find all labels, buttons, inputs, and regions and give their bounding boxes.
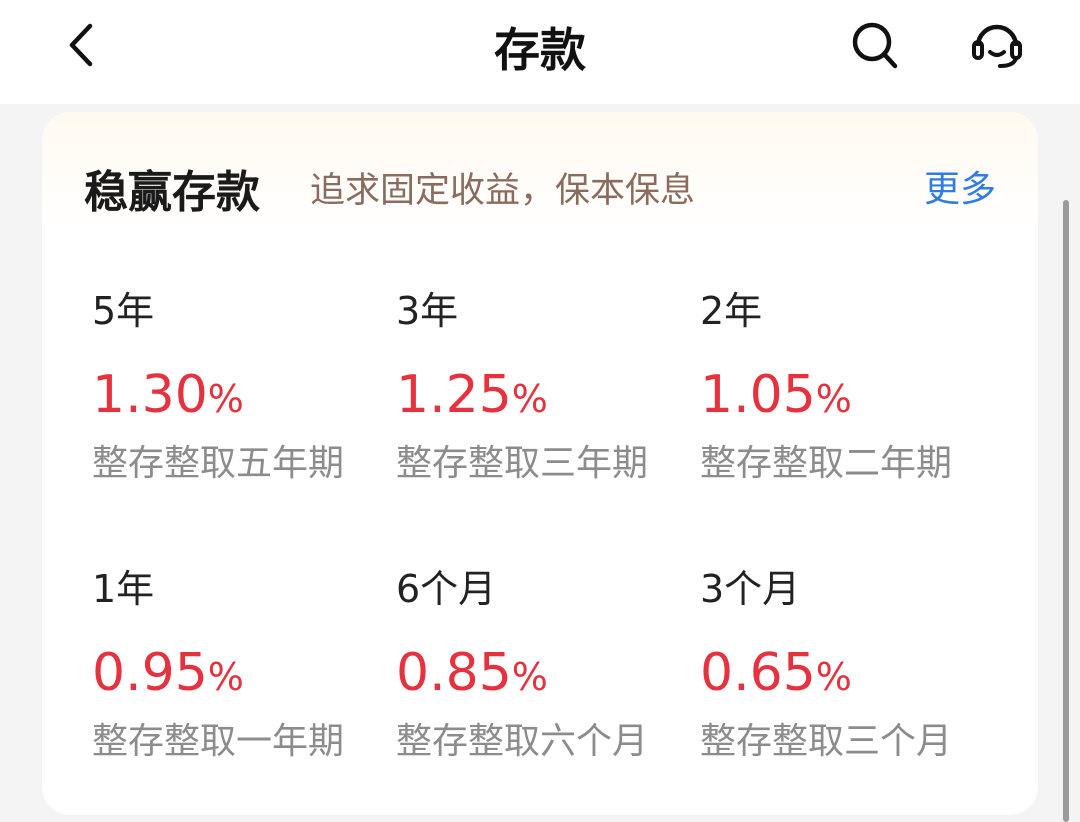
product-description: 整存整取三个月 [700, 721, 953, 762]
term-label: 6个月 [396, 567, 497, 611]
rate-value: 0.95 [92, 643, 208, 703]
interest-rate: 0.95% [92, 642, 392, 704]
page-title: 存款 [494, 23, 586, 77]
search-icon[interactable] [850, 20, 900, 70]
deposit-product-item[interactable]: 3个月 0.65% 整存整取三个月 [700, 558, 1000, 764]
back-icon[interactable] [62, 20, 102, 70]
steady-deposit-card: 稳赢存款 追求固定收益，保本保息 更多 5年 1.30% 整存整取五年期 3年 1… [42, 112, 1038, 815]
term-label: 3个月 [700, 567, 801, 611]
rate-unit: % [511, 655, 548, 699]
term-label: 3年 [396, 289, 459, 333]
rate-value: 0.85 [396, 643, 512, 703]
interest-rate: 0.65% [700, 642, 1000, 704]
rate-value: 0.65 [700, 643, 816, 703]
deposit-product-item[interactable]: 1年 0.95% 整存整取一年期 [92, 558, 392, 764]
card-subtitle: 追求固定收益，保本保息 [310, 171, 696, 211]
interest-rate: 1.25% [396, 364, 696, 426]
deposit-product-item[interactable]: 2年 1.05% 整存整取二年期 [700, 280, 1000, 486]
deposit-product-item[interactable]: 3年 1.25% 整存整取三年期 [396, 280, 696, 486]
rate-unit: % [207, 655, 244, 699]
interest-rate: 1.05% [700, 364, 1000, 426]
rate-unit: % [207, 377, 244, 421]
rate-value: 1.30 [92, 365, 208, 425]
card-title: 稳赢存款 [84, 167, 260, 218]
term-label: 1年 [92, 567, 155, 611]
more-link[interactable]: 更多 [923, 169, 996, 210]
deposit-product-item[interactable]: 5年 1.30% 整存整取五年期 [92, 280, 392, 486]
term-label: 5年 [92, 289, 155, 333]
product-description: 整存整取三年期 [396, 443, 649, 484]
rate-unit: % [815, 377, 852, 421]
rate-value: 1.25 [396, 365, 512, 425]
customer-service-icon[interactable] [970, 18, 1024, 72]
product-description: 整存整取一年期 [92, 721, 345, 762]
rate-value: 1.05 [700, 365, 816, 425]
term-label: 2年 [700, 289, 763, 333]
scrollbar[interactable] [1063, 200, 1069, 822]
deposit-product-item[interactable]: 6个月 0.85% 整存整取六个月 [396, 558, 696, 764]
interest-rate: 0.85% [396, 642, 696, 704]
product-description: 整存整取二年期 [700, 443, 953, 484]
product-description: 整存整取六个月 [396, 721, 649, 762]
top-nav-bar: 存款 [0, 0, 1080, 104]
rate-unit: % [511, 377, 548, 421]
product-description: 整存整取五年期 [92, 443, 345, 484]
rate-unit: % [815, 655, 852, 699]
interest-rate: 1.30% [92, 364, 392, 426]
